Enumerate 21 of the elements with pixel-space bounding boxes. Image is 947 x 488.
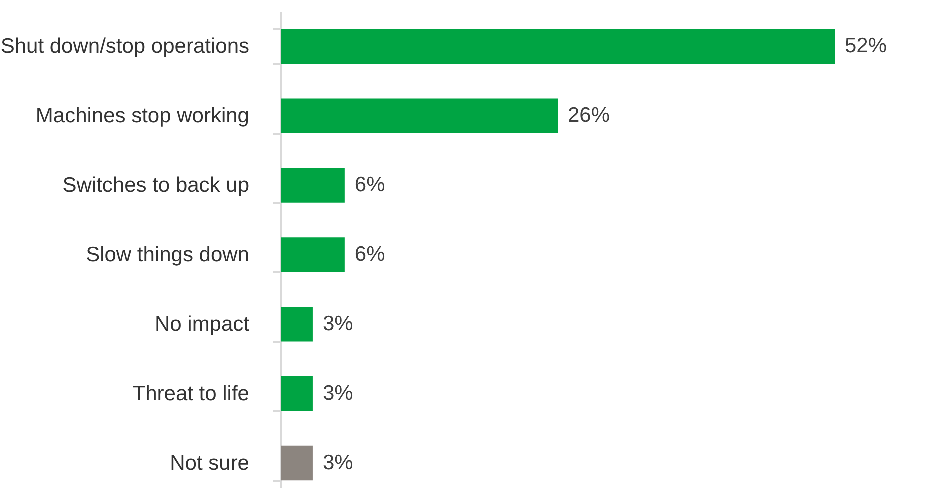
- y-tick-label: Switches to back up: [62, 174, 250, 198]
- bar: [281, 238, 345, 272]
- bar: [281, 307, 313, 342]
- y-tick-label: No impact: [154, 312, 250, 336]
- data-label: 3%: [322, 451, 354, 474]
- y-tick-label: Shut down/stop operations: [0, 35, 250, 58]
- y-tick-label: Slow things down: [86, 244, 250, 266]
- bar: [281, 29, 835, 64]
- data-label: 6%: [354, 243, 386, 266]
- y-tick-label: Machines stop working: [36, 104, 250, 128]
- y-tick-label: Not sure: [170, 452, 250, 475]
- data-label: 3%: [322, 312, 354, 336]
- data-label: 3%: [322, 382, 354, 405]
- data-label: 6%: [354, 174, 386, 197]
- data-label: 52%: [845, 34, 888, 58]
- y-tick-label: Threat to life: [132, 382, 250, 406]
- bar: [281, 168, 345, 203]
- bar: [281, 98, 558, 134]
- data-label: 26%: [568, 104, 610, 128]
- bar: [281, 446, 313, 481]
- bar: [281, 376, 313, 412]
